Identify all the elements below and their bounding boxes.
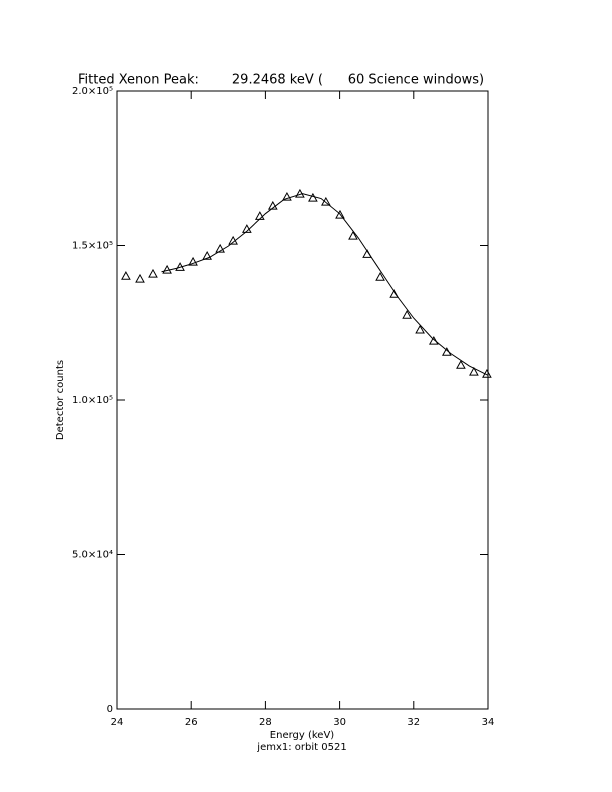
chart-title: Fitted Xenon Peak: 29.2468 keV ( 60 Scie… [78, 73, 484, 88]
data-point [469, 366, 479, 376]
x-tick-label: 32 [407, 717, 420, 728]
data-point [202, 250, 213, 260]
data-point [428, 335, 439, 345]
y-tick-label: 1.5×10⁵ [72, 241, 113, 252]
x-tick-label: 28 [259, 717, 272, 728]
y-axis-label: Detector counts [55, 360, 66, 440]
data-point [135, 273, 145, 283]
fit-line [161, 193, 489, 376]
x-axis-label: Energy (keV) [270, 730, 335, 741]
data-point [375, 271, 385, 281]
data-point [121, 271, 131, 280]
data-point [188, 256, 198, 266]
x-tick-label: 26 [185, 717, 198, 728]
y-tick-label: 5.0×10⁴ [72, 550, 113, 561]
data-point [402, 309, 412, 319]
data-point [282, 191, 292, 201]
data-point [148, 268, 158, 278]
x-tick-label: 24 [111, 717, 124, 728]
data-point [308, 192, 318, 202]
data-point [321, 196, 331, 206]
y-tick-label: 0 [107, 704, 113, 715]
x-tick-label: 30 [333, 717, 346, 728]
subtitle: jemx1: orbit 0521 [256, 742, 346, 753]
y-tick-label: 2.0×10⁵ [72, 86, 113, 97]
y-tick-label: 1.0×10⁵ [72, 395, 113, 406]
data-point [456, 360, 466, 369]
data-point [267, 200, 278, 210]
data-point [415, 324, 425, 334]
x-tick-label: 34 [482, 717, 495, 728]
data-point [335, 209, 345, 219]
data-point [389, 288, 399, 298]
data-point [348, 230, 358, 240]
data-point [162, 264, 172, 274]
data-point [441, 347, 452, 356]
data-point [215, 243, 225, 253]
plot-frame [116, 90, 489, 710]
